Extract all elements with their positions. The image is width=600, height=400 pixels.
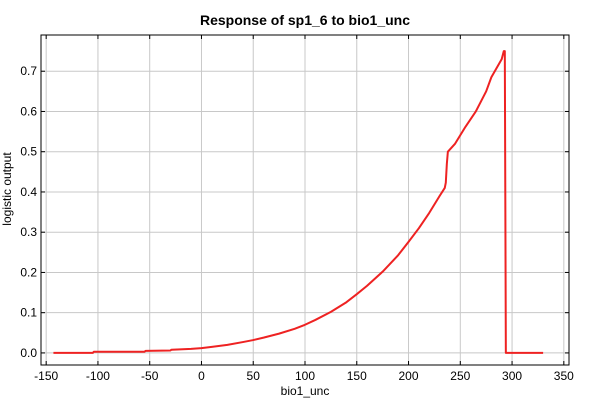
- x-tick-label: 50: [247, 369, 261, 383]
- x-tick-label: 100: [295, 369, 315, 383]
- x-tick-label: 300: [502, 369, 522, 383]
- x-axis-label: bio1_unc: [281, 384, 330, 398]
- y-tick-label: 0.1: [20, 306, 37, 320]
- axis-ticks: -150 -100 -50 0 50 100 150 200 250 300 350 0.0 0.1 0.…: [20, 35, 574, 383]
- y-tick-label: 0.7: [20, 64, 37, 78]
- x-tick-label: 200: [399, 369, 419, 383]
- y-tick-label: 0.5: [20, 145, 37, 159]
- x-tick-label: -50: [141, 369, 159, 383]
- x-tick-label: 250: [450, 369, 470, 383]
- y-tick-label: 0.2: [20, 265, 37, 279]
- x-tick-label: 350: [554, 369, 574, 383]
- x-tick-label: -100: [86, 369, 110, 383]
- chart-title: Response of sp1_6 to bio1_unc: [200, 12, 410, 28]
- x-tick-label: -150: [34, 369, 58, 383]
- y-axis-label: logistic output: [0, 152, 14, 226]
- series-layer: [53, 50, 544, 354]
- y-tick-label: 0.0: [20, 346, 37, 360]
- y-tick-label: 0.3: [20, 225, 37, 239]
- y-tick-label: 0.4: [20, 185, 37, 199]
- x-tick-label: 150: [347, 369, 367, 383]
- y-tick-label: 0.6: [20, 104, 37, 118]
- x-tick-label: 0: [198, 369, 205, 383]
- response-curve: [53, 50, 544, 354]
- grid: [41, 35, 569, 365]
